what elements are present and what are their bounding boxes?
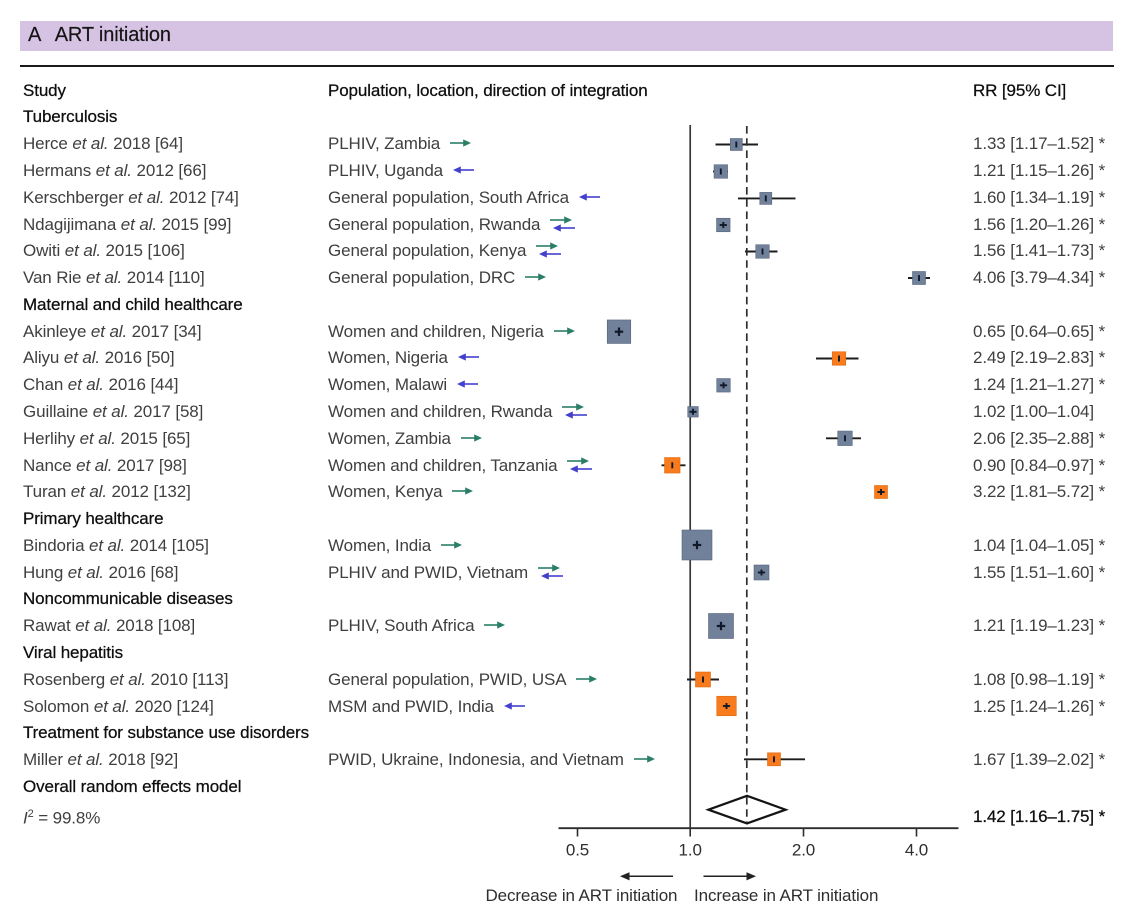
svg-text:0.5: 0.5	[566, 841, 589, 860]
svg-text:4.0: 4.0	[905, 841, 928, 860]
svg-text:1.0: 1.0	[679, 841, 702, 860]
svg-text:2.0: 2.0	[792, 841, 815, 860]
